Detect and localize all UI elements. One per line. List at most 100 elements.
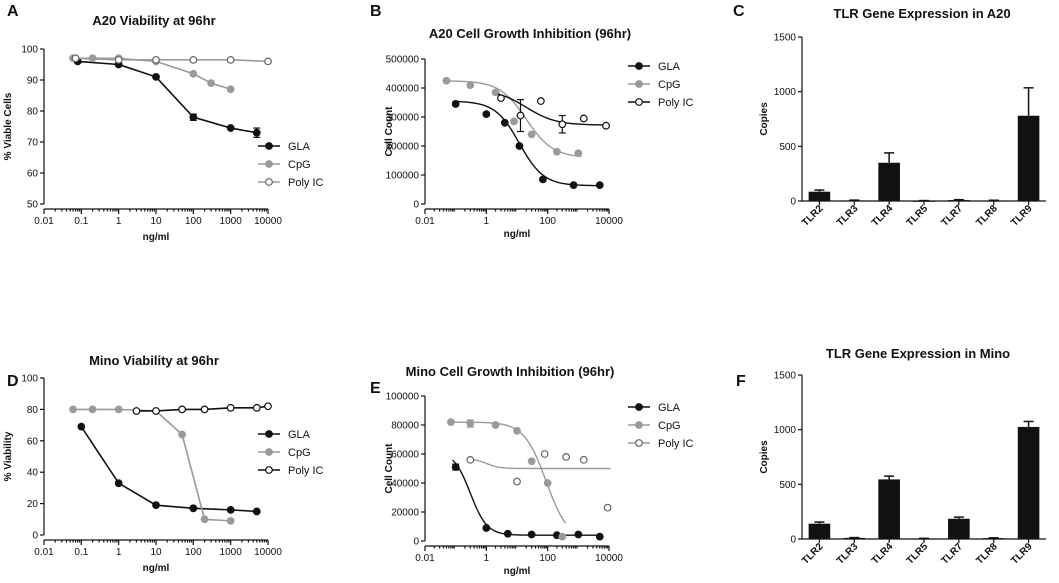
y-tick-label: 40000 [391,479,419,490]
data-point [491,88,500,97]
data-point [595,181,604,190]
fit-curve [467,458,611,470]
data-point [69,405,77,414]
legend-label: CpG [658,79,681,91]
x-tick-label: 100 [539,216,556,227]
y-tick-label: 1500 [774,371,797,382]
data-point [114,55,123,64]
data-point [603,503,612,512]
legend-label: Poly IC [288,177,324,189]
x-tick-label: 1 [484,216,490,227]
y-tick-label: 100000 [386,171,420,182]
y-tick-label: 40 [27,468,39,479]
legend-marker [635,421,643,429]
fit-curve [452,100,603,187]
y-tick-label: 60 [27,436,39,447]
panel-letter: C [733,3,745,20]
x-tick-label: 10 [150,547,162,558]
y-tick-label: 60 [27,169,39,180]
series-line [75,57,269,63]
data-point [500,118,509,127]
data-point [442,76,451,85]
legend-marker [265,430,273,438]
data-point [516,111,525,120]
y-tick-label: 80 [27,107,39,118]
data-point [178,430,186,439]
data-point [226,55,235,64]
y-tick-label: 100 [21,45,38,56]
y-tick-label: 500 [779,142,796,153]
data-point [558,120,567,129]
x-tick-label: 0.1 [74,547,88,558]
series-cpg [69,405,235,525]
bar [808,191,831,201]
x-tick-label: TLR7 [940,203,966,229]
data-point [189,113,198,122]
data-point [447,418,455,427]
x-tick-label: TLR5 [905,541,931,567]
chart-title: A20 Cell Growth Inhibition (96hr) [429,26,631,41]
y-tick-label: 80 [27,405,39,416]
series-cpg [447,418,567,541]
legend-label: CpG [658,420,681,432]
series-poly-ic [497,93,610,134]
y-tick-label: 400000 [386,84,420,95]
x-axis-label: ng/ml [504,566,531,577]
data-point [503,529,512,538]
legend-label: Poly IC [658,97,694,109]
data-point [226,403,235,412]
data-point [226,505,235,514]
x-tick-label: 100 [185,216,202,227]
x-tick-label: 0.1 [74,216,88,227]
data-point [114,479,123,488]
y-tick-label: 1000 [774,87,797,98]
legend-marker [635,439,643,447]
bar [948,518,970,539]
x-tick-label: TLR2 [800,203,826,229]
chart-title: TLR Gene Expression in A20 [833,6,1010,21]
series-gla [451,459,604,541]
y-tick-label: 1000 [774,425,797,436]
legend-marker [265,466,273,474]
panel-letter: A [7,3,19,20]
y-axis-label: % Viability [3,431,14,481]
data-point [482,110,491,118]
data-point [579,455,588,464]
y-tick-label: 70 [27,138,39,149]
x-tick-label: 1 [116,547,122,558]
fit-curve [447,421,566,524]
data-point [200,405,209,414]
bar [843,200,866,202]
x-tick-label: 10 [150,216,162,227]
data-point [574,149,583,158]
series-poly-ic [71,54,272,66]
chart-panel-a: A A20 Viability at 96hr 50 60 70 80 90 100 % Via… [3,3,324,243]
data-point [207,79,216,87]
y-axis-label: Cell Count [384,106,395,157]
series-line [73,408,231,522]
y-tick-label: 500 [779,480,796,491]
x-tick-label: 100 [185,547,202,558]
y-tick-label: 60000 [391,450,419,461]
data-point [226,124,235,132]
data-point [574,530,583,539]
series-line [80,426,257,513]
data-point [189,504,198,513]
chart-title: TLR Gene Expression in Mino [826,346,1010,361]
data-point [189,55,198,64]
chart-title: Mino Cell Growth Inhibition (96hr) [406,364,615,379]
fit-curve [452,459,603,536]
x-tick-label: 0.01 [415,216,435,227]
data-point [200,515,209,524]
data-point [77,422,86,431]
x-tick-label: 1 [116,216,122,227]
data-point [513,426,521,435]
x-tick-label: TLR9 [1009,203,1035,229]
x-tick-label: TLR2 [800,541,826,567]
y-tick-label: 80000 [391,421,419,432]
y-tick-label: 200000 [386,142,420,153]
bar [843,537,866,539]
legend-marker [265,178,273,186]
data-point [602,121,610,130]
bar [878,479,900,539]
